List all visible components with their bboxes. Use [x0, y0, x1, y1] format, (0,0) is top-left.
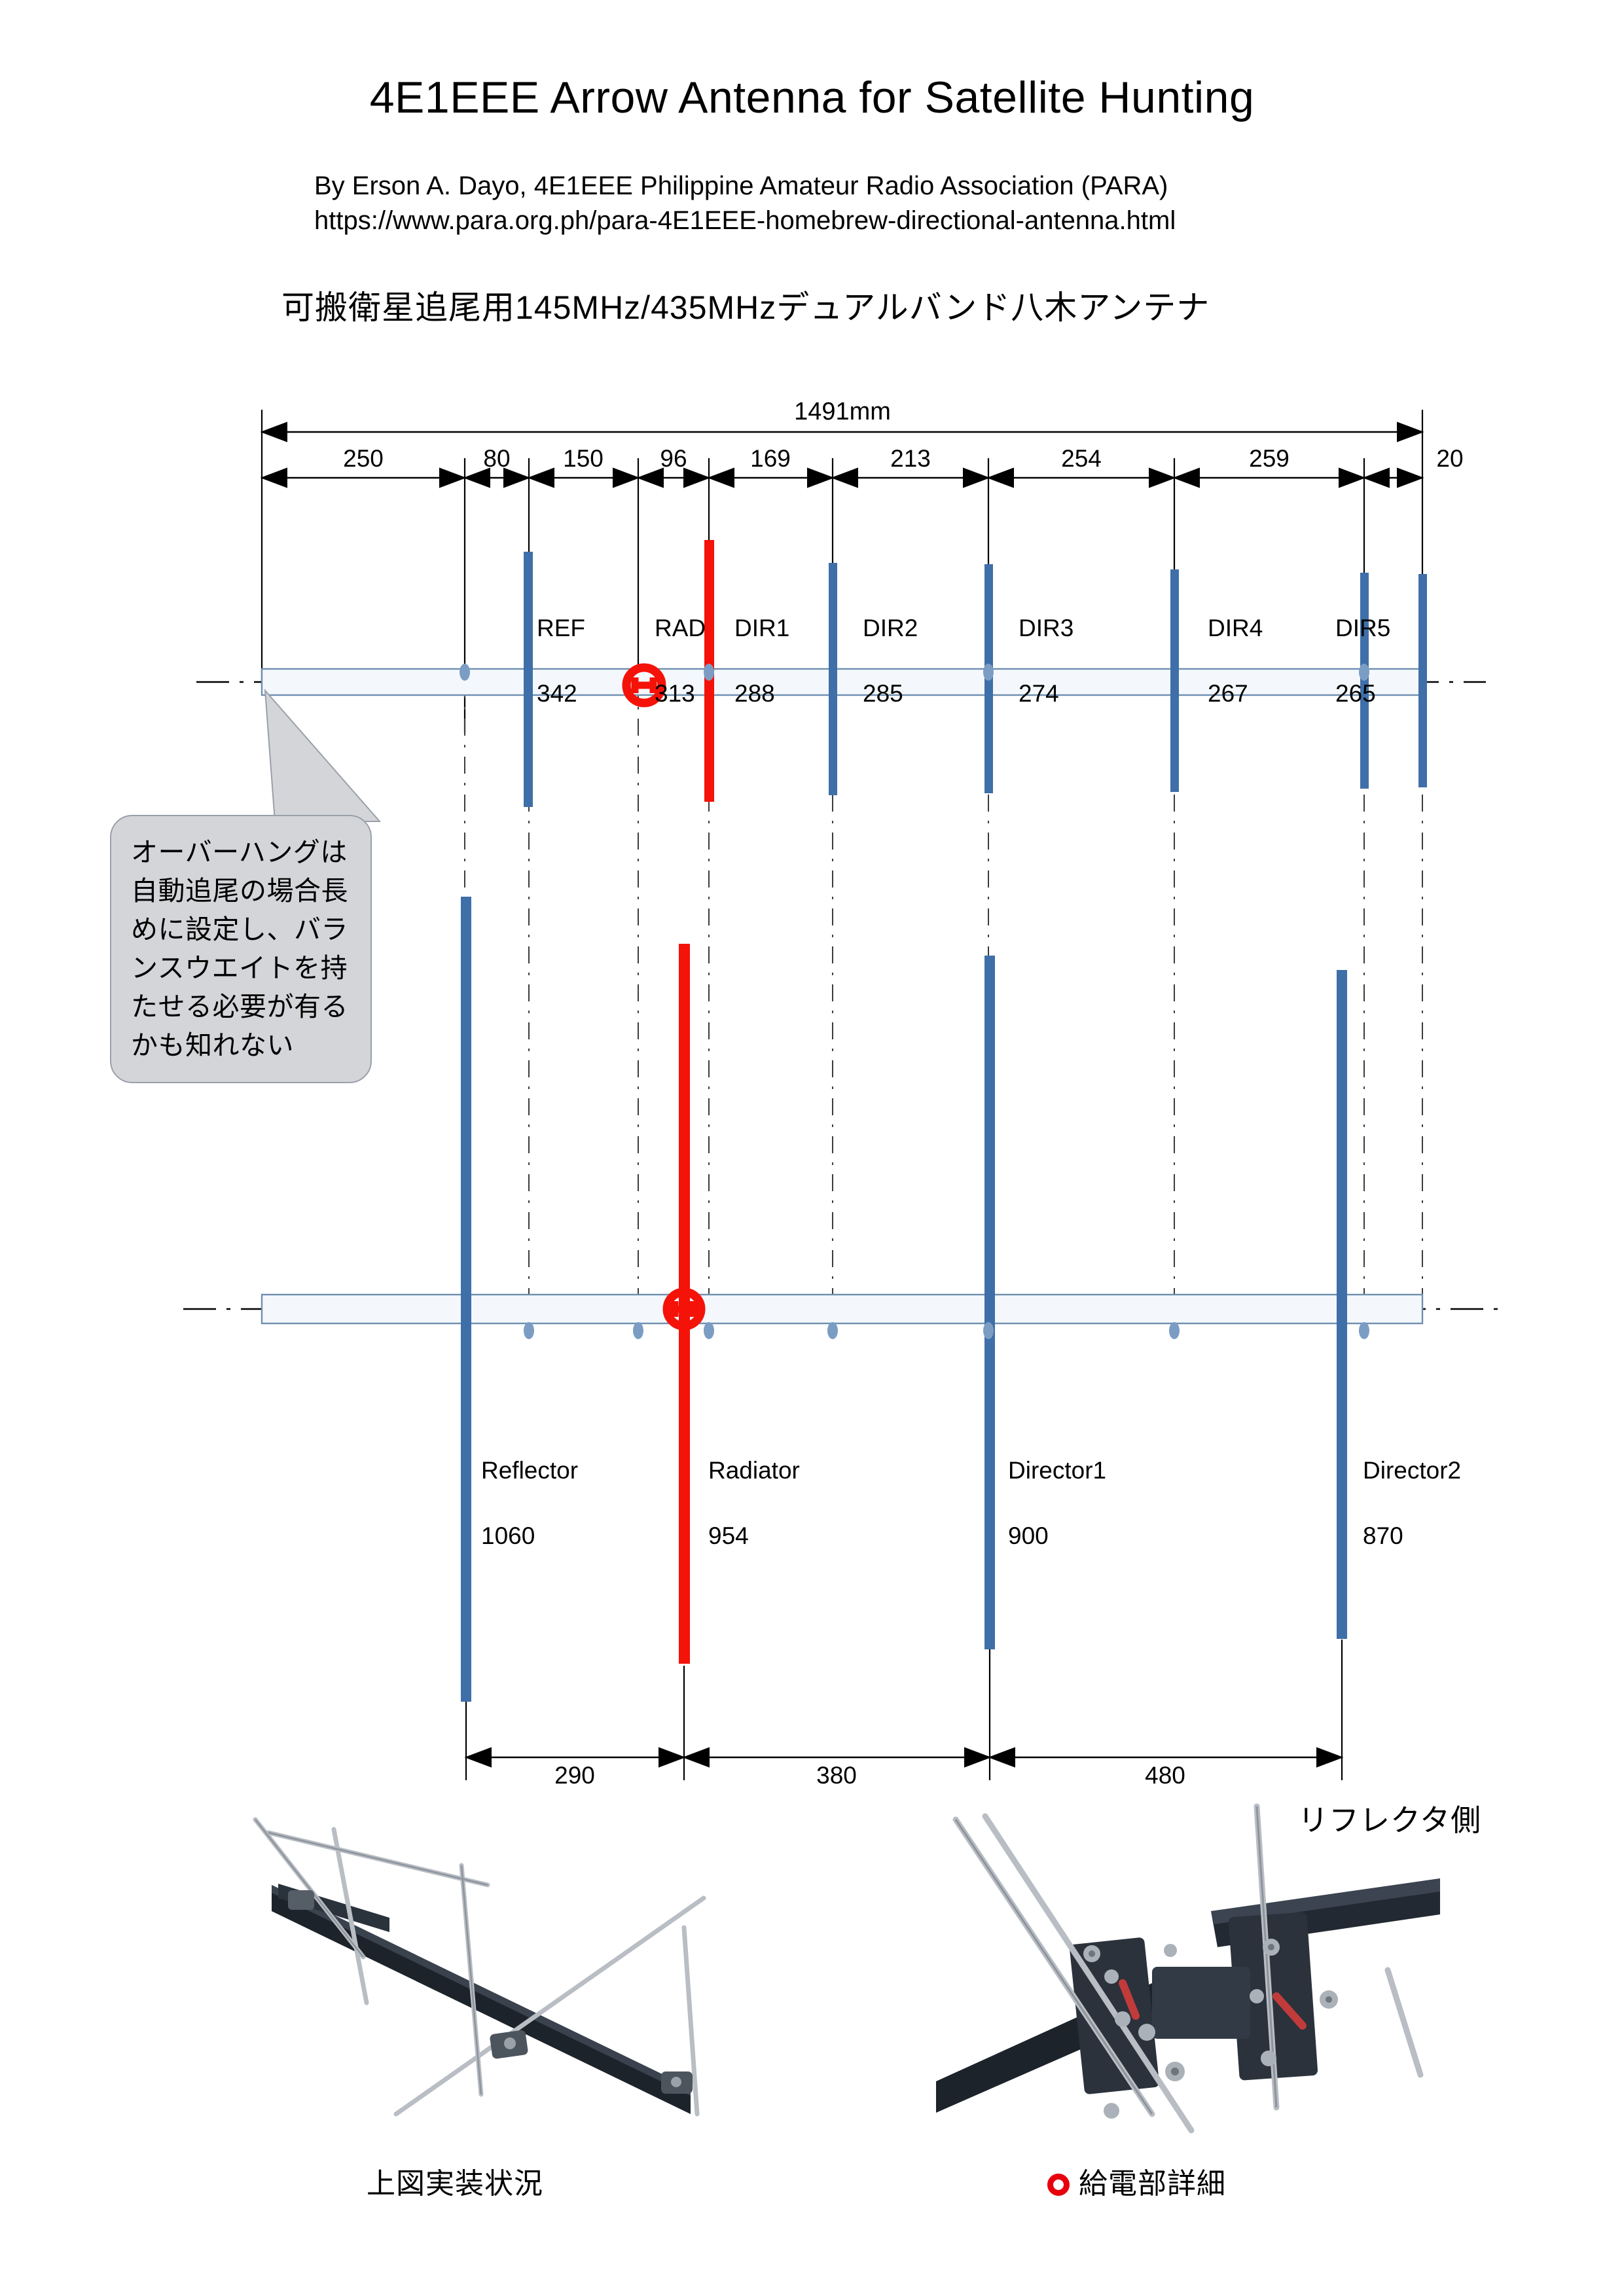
feedpoint-marker-icon	[1047, 2174, 1070, 2196]
vhf-label-reflector: Reflector 1060	[481, 1422, 578, 1552]
vhf-feedpoint-icon	[662, 1287, 706, 1331]
uhf-elements	[524, 540, 1427, 807]
vhf-label-director2-length: 870	[1363, 1522, 1403, 1549]
vhf-mount-dots	[524, 1322, 1369, 1339]
vhf-label-radiator-length: 954	[708, 1522, 749, 1549]
uhf-dim-6: 254	[1061, 445, 1102, 472]
uhf-label-dir1-length: 288	[734, 679, 775, 707]
uhf-label-dir3: DIR3 274	[1019, 579, 1074, 710]
vhf-label-director2-name: Director2	[1363, 1456, 1462, 1484]
uhf-dim-1: 80	[483, 445, 511, 472]
photo-assembly	[232, 1806, 730, 2134]
author-byline: By Erson A. Dayo, 4E1EEE Philippine Amat…	[314, 171, 1176, 235]
vhf-label-radiator: Radiator 954	[708, 1422, 800, 1552]
vhf-label-director1-name: Director1	[1008, 1456, 1107, 1484]
overhang-callout: オーバーハングは自動追尾の場合長めに設定し、バランスウエイトを持たせる必要が有る…	[110, 815, 372, 1084]
vhf-label-director2: Director2 870	[1363, 1422, 1461, 1552]
photo-assembly-caption: 上図実装状況	[367, 2168, 543, 2200]
uhf-label-rad-name: RAD	[655, 614, 706, 641]
vhf-label-director1-length: 900	[1008, 1522, 1049, 1549]
uhf-label-dir1-name: DIR1	[734, 614, 790, 641]
uhf-dim-3: 96	[660, 445, 687, 472]
uhf-label-dir5: DIR5 265	[1335, 579, 1390, 710]
photo-feedpoint	[936, 1800, 1440, 2134]
photo-feedpoint-svg	[936, 1800, 1440, 2134]
uhf-label-rad: RAD 313	[655, 579, 706, 710]
photo-feedpoint-caption-text: 給電部詳細	[1079, 2168, 1226, 2200]
uhf-total-dimension: 1491mm	[794, 398, 891, 425]
vhf-dim-2: 480	[1145, 1762, 1185, 1789]
vhf-label-radiator-name: Radiator	[708, 1456, 800, 1484]
uhf-label-dir2-length: 285	[863, 679, 903, 707]
uhf-label-dir4: DIR4 267	[1208, 579, 1263, 710]
photo-assembly-svg	[232, 1806, 730, 2134]
uhf-label-dir3-length: 274	[1019, 679, 1059, 707]
uhf-dim-8: 20	[1436, 445, 1464, 472]
vhf-dim-1: 380	[816, 1762, 857, 1789]
vhf-label-director1: Director1 900	[1008, 1422, 1106, 1552]
uhf-dim-5: 213	[890, 445, 931, 472]
uhf-label-ref: REF 342	[537, 579, 585, 710]
uhf-feedpoint-icon	[622, 663, 666, 708]
uhf-label-dir3-name: DIR3	[1019, 614, 1074, 641]
uhf-label-dir5-name: DIR5	[1335, 614, 1391, 641]
photo-feedpoint-caption: 給電部詳細	[1047, 2160, 1226, 2202]
uhf-label-ref-name: REF	[537, 614, 585, 641]
uhf-label-ref-length: 342	[537, 679, 577, 707]
page-title: 4E1EEE Arrow Antenna for Satellite Hunti…	[369, 73, 1255, 122]
uhf-label-dir1: DIR1 288	[734, 579, 789, 710]
uhf-label-dir2: DIR2 285	[863, 579, 918, 710]
uhf-label-dir4-name: DIR4	[1208, 614, 1263, 641]
uhf-dim-4: 169	[750, 445, 791, 472]
uhf-mount-dots	[460, 664, 1369, 681]
uhf-label-dir2-name: DIR2	[863, 614, 918, 641]
uhf-label-dir5-length: 265	[1335, 679, 1376, 707]
uhf-label-dir4-length: 267	[1208, 679, 1248, 707]
uhf-dim-0: 250	[343, 445, 384, 472]
uhf-label-rad-length: 313	[655, 679, 695, 707]
vhf-dim-0: 290	[554, 1762, 595, 1789]
vhf-label-reflector-length: 1060	[481, 1522, 535, 1549]
japanese-subtitle: 可搬衛星追尾用145MHz/435MHzデュアルバンド八木アンテナ	[281, 289, 1210, 326]
vhf-elements	[461, 897, 1347, 1702]
vhf-boom	[261, 1293, 1424, 1325]
uhf-dim-2: 150	[563, 445, 604, 472]
vhf-label-reflector-name: Reflector	[481, 1456, 579, 1484]
reflector-side-label: リフレクタ側	[1298, 1803, 1482, 1837]
uhf-dim-7: 259	[1249, 445, 1290, 472]
